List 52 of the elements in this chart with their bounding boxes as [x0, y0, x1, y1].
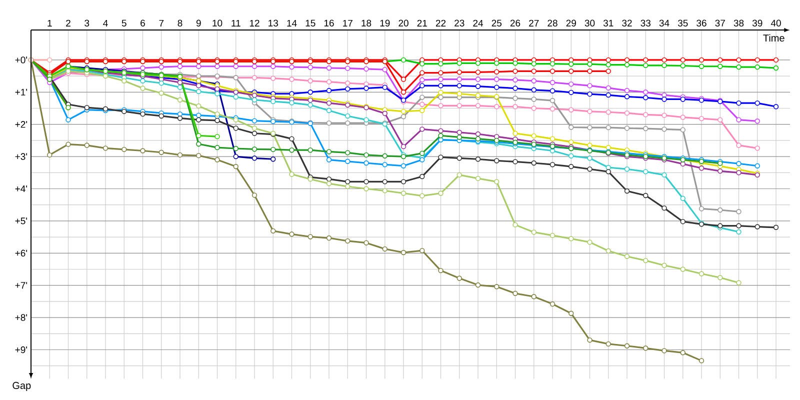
x-tick-label: 14 — [287, 20, 297, 26]
x-tick-label: 39 — [752, 20, 762, 26]
x-axis-title: Time — [763, 34, 784, 42]
x-tick-label: 23 — [454, 20, 464, 26]
x-tick-label: 6 — [140, 20, 145, 26]
x-tick-label: 38 — [734, 20, 744, 26]
x-tick-label: 10 — [212, 20, 222, 26]
x-tick-label: 2 — [66, 20, 70, 26]
y-tick-label: +5' — [15, 218, 28, 224]
x-tick-label: 11 — [232, 20, 240, 26]
x-tick-label: 9 — [196, 20, 201, 26]
x-tick-label: 34 — [659, 20, 670, 26]
x-tick-label: 5 — [122, 20, 126, 26]
x-tick-label: 40 — [770, 20, 781, 26]
x-tick-label: 7 — [159, 20, 164, 26]
x-tick-label: 13 — [268, 20, 278, 26]
x-tick-label: 28 — [548, 20, 558, 26]
x-tick-label: 1 — [48, 20, 52, 26]
x-tick-label: 15 — [306, 20, 316, 26]
y-tick-label: +8' — [15, 314, 28, 321]
x-tick-label: 18 — [362, 20, 372, 26]
x-tick-label: 16 — [324, 20, 334, 26]
x-tick-label: 17 — [343, 20, 352, 26]
x-tick-label: 12 — [250, 20, 260, 26]
x-tick-label: 27 — [529, 20, 539, 26]
x-tick-label: 33 — [640, 20, 650, 26]
x-tick-label: 24 — [473, 20, 484, 26]
y-axis-title: Gap — [12, 382, 31, 391]
x-tick-label: 37 — [715, 20, 725, 26]
y-tick-label: +4' — [15, 185, 28, 192]
x-tick-label: 35 — [678, 20, 688, 26]
x-tick-label: 36 — [696, 20, 706, 26]
x-tick-label: 21 — [417, 20, 427, 26]
y-tick-label: +6' — [15, 250, 28, 257]
x-tick-label: 29 — [566, 20, 576, 26]
x-tick-label: 20 — [398, 20, 408, 26]
x-tick-label: 30 — [584, 20, 595, 26]
x-tick-label: 19 — [380, 20, 390, 26]
y-tick-label: +3' — [15, 153, 28, 160]
x-tick-label: 8 — [178, 20, 182, 26]
x-tick-label: 32 — [622, 20, 632, 26]
x-tick-label: 31 — [603, 20, 614, 26]
x-tick-label: 4 — [103, 20, 108, 26]
x-tick-label: 3 — [84, 20, 90, 26]
y-tick-label: +7' — [15, 282, 28, 289]
x-tick-label: 26 — [510, 20, 520, 26]
y-tick-label: +0' — [15, 56, 28, 64]
y-tick-label: +1' — [15, 88, 28, 96]
y-tick-label: +2' — [15, 121, 28, 128]
x-tick-label: 25 — [492, 20, 502, 26]
y-tick-label: +9' — [15, 346, 28, 354]
x-tick-label: 22 — [436, 20, 446, 26]
